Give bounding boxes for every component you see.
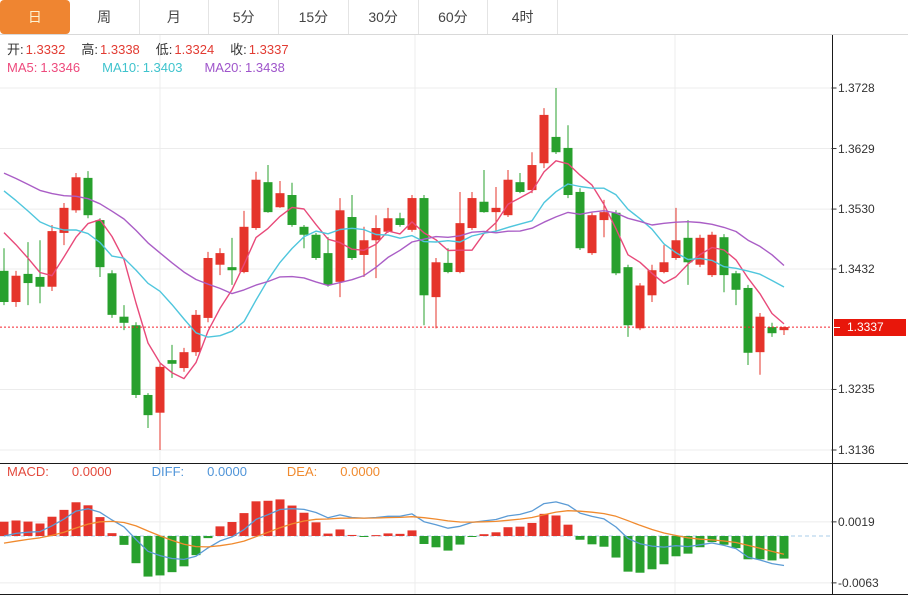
ohlc-value: 1.3324 xyxy=(174,42,215,57)
tab-4时[interactable]: 4时 xyxy=(488,0,558,34)
tab-15分[interactable]: 15分 xyxy=(279,0,349,34)
tab-30分[interactable]: 30分 xyxy=(348,0,419,34)
ma-item: MA10: 1.3403 xyxy=(102,60,182,75)
macd-axis-label: 0.0019 xyxy=(838,514,875,529)
ma-item: MA5: 1.3346 xyxy=(7,60,80,75)
ohlc-item: 高: 1.3338 xyxy=(81,42,139,57)
timeframe-tabbar: 日周月 5分 15分 30分 60分 4时 xyxy=(0,0,908,35)
macd-value: 0.0000 xyxy=(71,464,112,479)
ohlc-value: 1.3332 xyxy=(25,42,66,57)
tab-周[interactable]: 周 xyxy=(69,0,140,34)
ma-label: MA20: xyxy=(204,60,243,75)
macd-item: MACD: 0.0000 xyxy=(7,464,132,479)
current-price-tag: 1.3337 xyxy=(834,318,906,336)
ma-value: 1.3438 xyxy=(245,60,285,75)
ma-label: MA10: xyxy=(102,60,140,75)
tab-月[interactable]: 月 xyxy=(139,0,210,34)
price-axis-label: 1.3530 xyxy=(838,202,875,217)
tab-日[interactable]: 日 xyxy=(0,0,70,34)
current-price-value: 1.3337 xyxy=(847,319,884,334)
macd-axis-label: -0.0063 xyxy=(838,575,879,590)
ohlc-item: 收: 1.3337 xyxy=(230,42,288,57)
ma-readout: MA5: 1.3346 MA10: 1.3403 MA20: 1.3438 xyxy=(7,60,307,75)
ma-label: MA5: xyxy=(7,60,38,75)
ohlc-item: 低: 1.3324 xyxy=(156,42,214,57)
price-axis-label: 1.3235 xyxy=(838,382,875,397)
ohlc-label: 低: xyxy=(155,42,173,57)
ohlc-readout: 开: 1.3332 高: 1.3338 低: 1.3324 收: 1.3337 xyxy=(7,39,305,58)
macd-item: DEA: 0.0000 xyxy=(287,464,400,479)
ohlc-value: 1.3337 xyxy=(248,42,289,57)
macd-label: MACD: xyxy=(7,464,49,479)
macd-value: 0.0000 xyxy=(340,464,381,479)
price-axis-label: 1.3629 xyxy=(838,141,875,156)
price-axis-label: 1.3432 xyxy=(838,262,875,276)
macd-label: DEA: xyxy=(286,464,318,479)
tab-60分[interactable]: 60分 xyxy=(418,0,489,34)
ohlc-value: 1.3338 xyxy=(100,42,140,57)
price-axis-label: 1.3728 xyxy=(838,81,875,95)
ohlc-label: 开: xyxy=(7,42,24,57)
ohlc-label: 高: xyxy=(81,42,99,57)
macd-item: DIFF: 0.0000 xyxy=(152,464,267,479)
macd-readout: MACD: 0.0000 DIFF: 0.0000 DEA: 0.0000 xyxy=(7,464,420,479)
ohlc-label: 收: xyxy=(230,42,247,57)
tab-5分[interactable]: 5分 xyxy=(209,0,279,34)
macd-label: DIFF: xyxy=(151,464,185,479)
ma-value: 1.3403 xyxy=(142,60,183,75)
ma-item: MA20: 1.3438 xyxy=(204,60,284,75)
macd-value: 0.0000 xyxy=(207,464,247,479)
ohlc-item: 开: 1.3332 xyxy=(7,42,65,57)
price-axis-label: 1.3136 xyxy=(838,443,875,457)
ma-value: 1.3346 xyxy=(40,60,81,75)
